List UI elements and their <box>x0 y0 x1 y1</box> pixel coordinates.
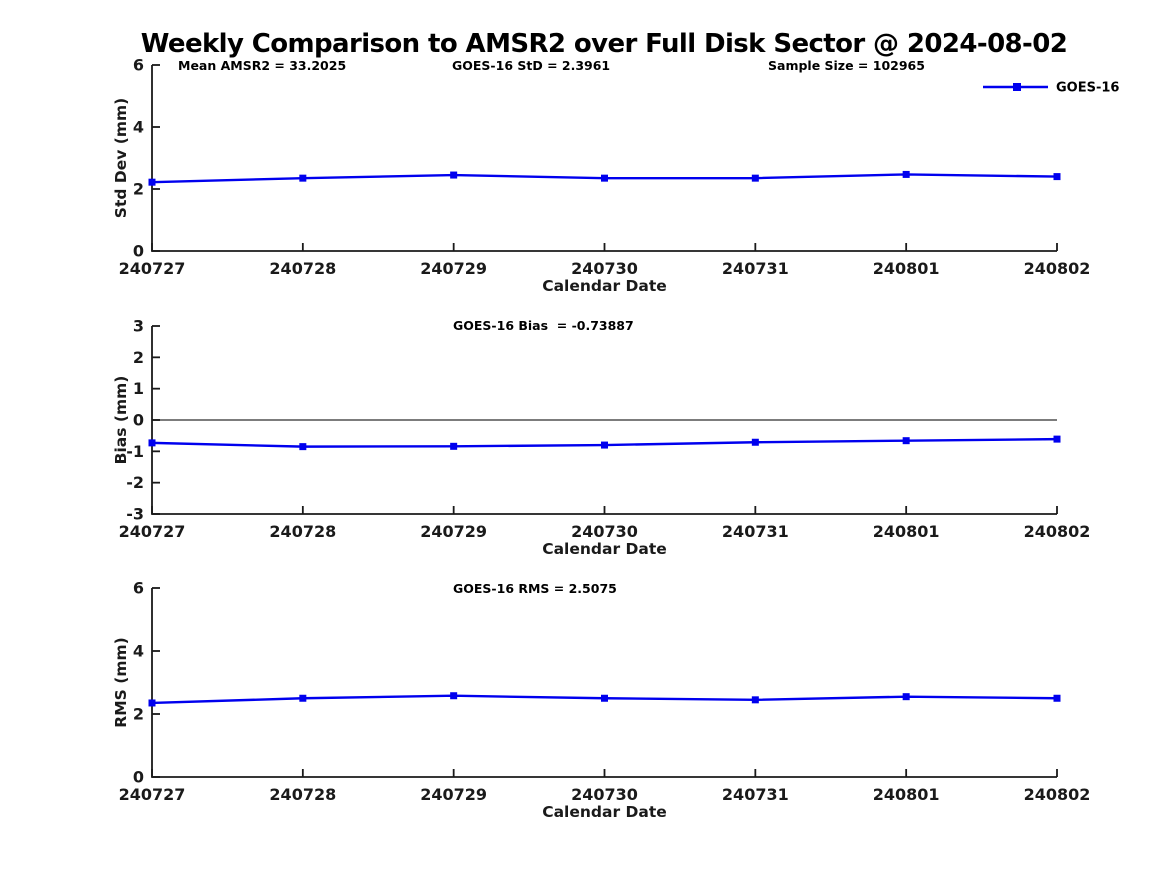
data-point-marker <box>751 438 759 446</box>
page-title: Weekly Comparison to AMSR2 over Full Dis… <box>140 29 1068 59</box>
data-point-marker <box>450 171 458 179</box>
x-tick-label: 240731 <box>722 259 789 278</box>
y-tick-label: 2 <box>133 348 144 367</box>
y-tick-label: 0 <box>133 242 144 261</box>
y-tick-label: 0 <box>133 768 144 787</box>
stat-annotation: GOES-16 Bias = -0.73887 <box>453 318 634 333</box>
x-tick-label: 240729 <box>420 259 487 278</box>
y-tick-label: 6 <box>133 56 144 75</box>
data-point-marker <box>1053 694 1061 702</box>
x-tick-label: 240801 <box>873 522 940 541</box>
x-tick-label: 240731 <box>722 522 789 541</box>
y-axis-label: Std Dev (mm) <box>112 98 130 218</box>
data-point-marker <box>148 439 156 447</box>
data-point-marker <box>902 693 910 701</box>
y-tick-label: 1 <box>133 379 144 398</box>
y-axis-label: Bias (mm) <box>112 376 130 465</box>
x-tick-label: 240727 <box>119 522 186 541</box>
x-axis-label: Calendar Date <box>542 803 667 821</box>
legend-marker <box>1013 83 1021 91</box>
x-tick-label: 240728 <box>269 785 336 804</box>
y-tick-label: 3 <box>133 317 144 336</box>
x-tick-label: 240730 <box>571 785 638 804</box>
x-axis-label: Calendar Date <box>542 540 667 558</box>
x-tick-label: 240728 <box>269 522 336 541</box>
x-tick-label: 240801 <box>873 259 940 278</box>
x-tick-label: 240802 <box>1024 522 1091 541</box>
x-tick-label: 240729 <box>420 785 487 804</box>
data-point-marker <box>601 694 608 702</box>
data-point-marker <box>148 699 156 707</box>
stat-annotation: GOES-16 RMS = 2.5075 <box>453 581 617 596</box>
axis-spines <box>151 588 1057 778</box>
data-point-marker <box>1053 435 1061 443</box>
stat-annotation: Mean AMSR2 = 33.2025 <box>178 58 346 73</box>
stat-annotation: GOES-16 StD = 2.3961 <box>452 58 610 73</box>
y-tick-label: 2 <box>133 180 144 199</box>
data-point-marker <box>299 694 307 702</box>
axis-spines <box>151 65 1057 252</box>
x-tick-label: 240802 <box>1024 785 1091 804</box>
y-tick-label: -3 <box>126 505 144 524</box>
x-tick-label: 240730 <box>571 259 638 278</box>
x-tick-label: 240731 <box>722 785 789 804</box>
data-point-marker <box>1053 173 1061 181</box>
y-tick-label: 6 <box>133 579 144 598</box>
x-tick-label: 240727 <box>119 259 186 278</box>
data-point-marker <box>601 441 608 449</box>
y-tick-label: 4 <box>133 642 144 661</box>
x-tick-label: 240728 <box>269 259 336 278</box>
x-axis-label: Calendar Date <box>542 277 667 295</box>
data-point-marker <box>751 696 759 704</box>
y-tick-label: -2 <box>126 473 144 492</box>
data-point-marker <box>148 178 156 186</box>
y-tick-label: 2 <box>133 705 144 724</box>
x-tick-label: 240729 <box>420 522 487 541</box>
legend-label: GOES-16 <box>1056 81 1119 96</box>
y-tick-label: -1 <box>126 442 144 461</box>
y-tick-label: 4 <box>133 118 144 137</box>
y-axis-label: RMS (mm) <box>112 637 130 727</box>
data-point-marker <box>902 170 910 178</box>
data-point-marker <box>450 442 458 450</box>
x-tick-label: 240801 <box>873 785 940 804</box>
data-point-marker <box>902 437 910 445</box>
data-point-marker <box>751 174 759 182</box>
data-point-marker <box>299 174 307 182</box>
x-tick-label: 240802 <box>1024 259 1091 278</box>
data-point-marker <box>299 443 307 451</box>
data-point-marker <box>601 174 608 182</box>
stat-annotation: Sample Size = 102965 <box>768 58 925 73</box>
y-tick-label: 0 <box>133 411 144 430</box>
x-tick-label: 240730 <box>571 522 638 541</box>
data-point-marker <box>450 692 458 700</box>
x-tick-label: 240727 <box>119 785 186 804</box>
